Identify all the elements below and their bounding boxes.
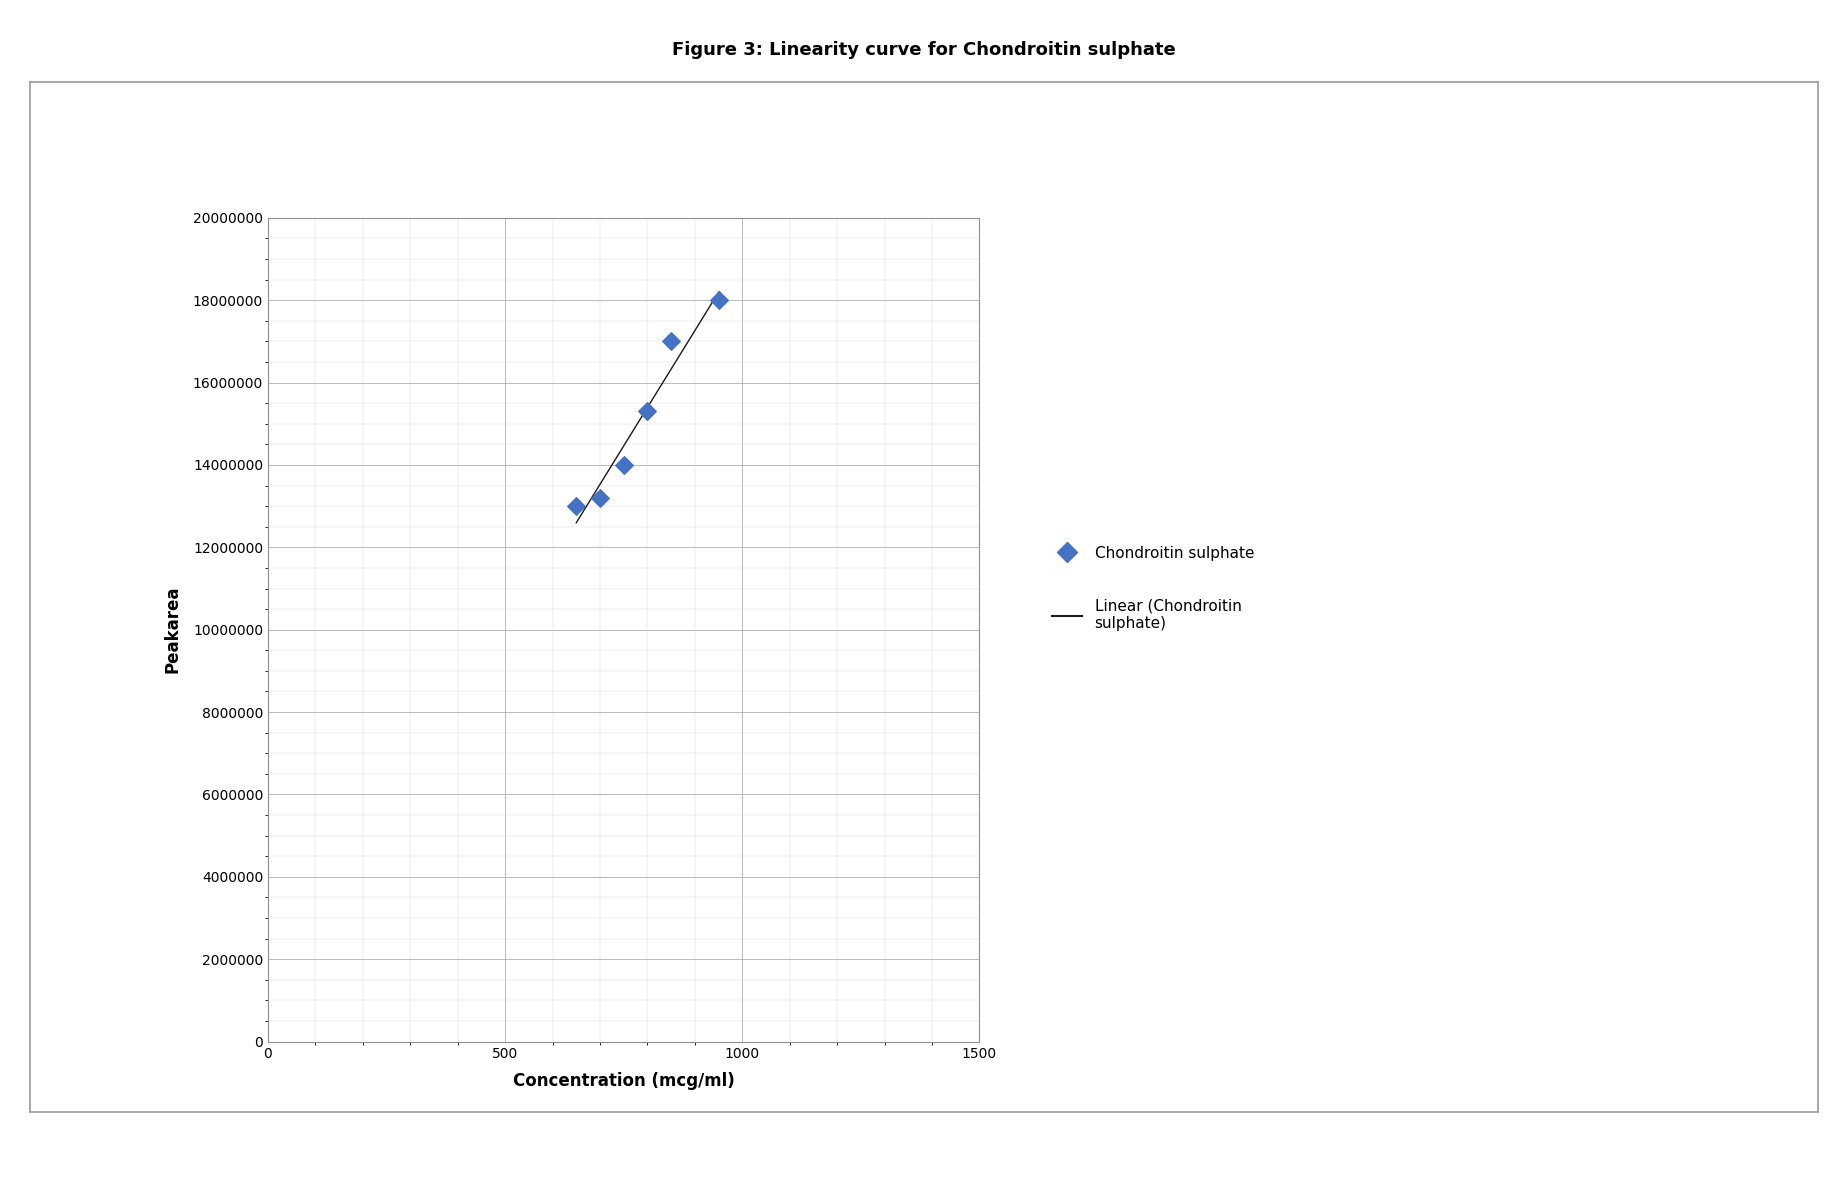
Point [704, 291, 734, 310]
Point [632, 403, 662, 421]
Y-axis label: Peakarea: Peakarea [164, 586, 181, 673]
Point [586, 488, 615, 507]
Point [562, 497, 591, 516]
Text: Figure 3: Linearity curve for Chondroitin sulphate: Figure 3: Linearity curve for Chondroiti… [673, 41, 1175, 59]
X-axis label: Concentration (mcg/ml): Concentration (mcg/ml) [514, 1071, 734, 1090]
Legend: Chondroitin sulphate, Linear (Chondroitin
sulphate): Chondroitin sulphate, Linear (Chondroiti… [1052, 546, 1255, 631]
Point [610, 455, 639, 474]
Point [656, 332, 686, 351]
